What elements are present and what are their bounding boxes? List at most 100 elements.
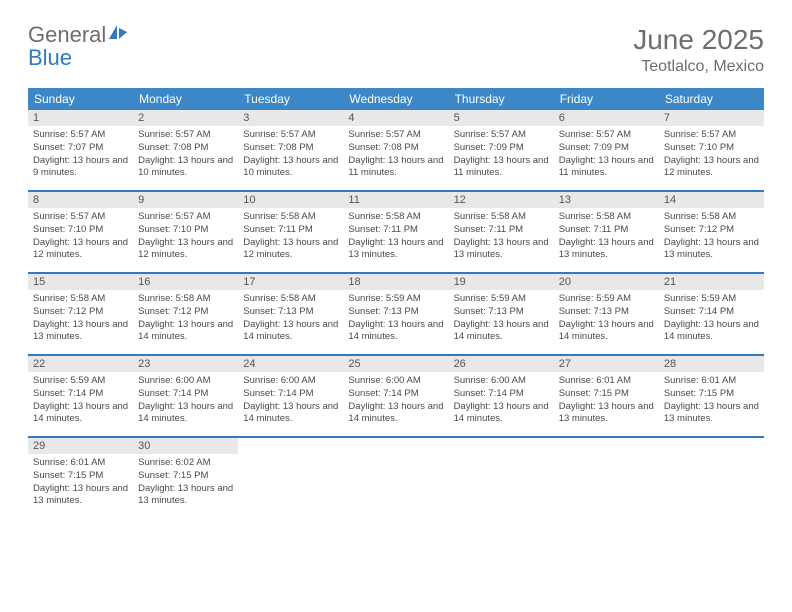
day-details: Sunrise: 5:59 AMSunset: 7:13 PMDaylight:… xyxy=(554,290,659,350)
calendar-row: 1Sunrise: 5:57 AMSunset: 7:07 PMDaylight… xyxy=(28,110,764,191)
calendar-cell: 11Sunrise: 5:58 AMSunset: 7:11 PMDayligh… xyxy=(343,191,448,273)
weekday-header: Tuesday xyxy=(238,88,343,110)
day-details: Sunrise: 5:58 AMSunset: 7:12 PMDaylight:… xyxy=(28,290,133,350)
calendar-cell: 5Sunrise: 5:57 AMSunset: 7:09 PMDaylight… xyxy=(449,110,554,191)
day-number: 5 xyxy=(449,110,554,126)
calendar-cell: 10Sunrise: 5:58 AMSunset: 7:11 PMDayligh… xyxy=(238,191,343,273)
calendar-cell: 14Sunrise: 5:58 AMSunset: 7:12 PMDayligh… xyxy=(659,191,764,273)
page: General Blue June 2025 Teotlalco, Mexico… xyxy=(0,0,792,542)
day-number: 15 xyxy=(28,274,133,290)
calendar-cell: 20Sunrise: 5:59 AMSunset: 7:13 PMDayligh… xyxy=(554,273,659,355)
calendar-cell: 9Sunrise: 5:57 AMSunset: 7:10 PMDaylight… xyxy=(133,191,238,273)
day-details: Sunrise: 6:02 AMSunset: 7:15 PMDaylight:… xyxy=(133,454,238,514)
day-details: Sunrise: 5:57 AMSunset: 7:08 PMDaylight:… xyxy=(133,126,238,186)
weekday-header: Thursday xyxy=(449,88,554,110)
day-details: Sunrise: 5:58 AMSunset: 7:11 PMDaylight:… xyxy=(449,208,554,268)
day-details: Sunrise: 5:59 AMSunset: 7:14 PMDaylight:… xyxy=(28,372,133,432)
day-number: 14 xyxy=(659,192,764,208)
day-details: Sunrise: 5:58 AMSunset: 7:11 PMDaylight:… xyxy=(343,208,448,268)
day-details: Sunrise: 5:57 AMSunset: 7:08 PMDaylight:… xyxy=(238,126,343,186)
day-details: Sunrise: 5:58 AMSunset: 7:12 PMDaylight:… xyxy=(659,208,764,268)
calendar-row: 8Sunrise: 5:57 AMSunset: 7:10 PMDaylight… xyxy=(28,191,764,273)
calendar-cell xyxy=(238,437,343,518)
calendar-cell: 4Sunrise: 5:57 AMSunset: 7:08 PMDaylight… xyxy=(343,110,448,191)
day-number: 24 xyxy=(238,356,343,372)
calendar-cell: 8Sunrise: 5:57 AMSunset: 7:10 PMDaylight… xyxy=(28,191,133,273)
calendar-cell: 3Sunrise: 5:57 AMSunset: 7:08 PMDaylight… xyxy=(238,110,343,191)
calendar-cell: 1Sunrise: 5:57 AMSunset: 7:07 PMDaylight… xyxy=(28,110,133,191)
day-details: Sunrise: 6:01 AMSunset: 7:15 PMDaylight:… xyxy=(554,372,659,432)
day-number: 19 xyxy=(449,274,554,290)
logo-sail-icon xyxy=(108,24,128,45)
calendar-cell: 28Sunrise: 6:01 AMSunset: 7:15 PMDayligh… xyxy=(659,355,764,437)
day-number: 23 xyxy=(133,356,238,372)
calendar-cell: 23Sunrise: 6:00 AMSunset: 7:14 PMDayligh… xyxy=(133,355,238,437)
day-number: 8 xyxy=(28,192,133,208)
day-number: 29 xyxy=(28,438,133,454)
day-number: 30 xyxy=(133,438,238,454)
day-details: Sunrise: 5:57 AMSunset: 7:10 PMDaylight:… xyxy=(133,208,238,268)
day-number: 28 xyxy=(659,356,764,372)
logo-word1: General xyxy=(28,22,106,47)
day-number: 12 xyxy=(449,192,554,208)
day-number: 27 xyxy=(554,356,659,372)
calendar-cell: 6Sunrise: 5:57 AMSunset: 7:09 PMDaylight… xyxy=(554,110,659,191)
calendar-cell: 7Sunrise: 5:57 AMSunset: 7:10 PMDaylight… xyxy=(659,110,764,191)
calendar-cell: 12Sunrise: 5:58 AMSunset: 7:11 PMDayligh… xyxy=(449,191,554,273)
day-details: Sunrise: 5:58 AMSunset: 7:12 PMDaylight:… xyxy=(133,290,238,350)
calendar-cell xyxy=(554,437,659,518)
day-number: 17 xyxy=(238,274,343,290)
header: General Blue June 2025 Teotlalco, Mexico xyxy=(28,24,764,76)
calendar-cell: 26Sunrise: 6:00 AMSunset: 7:14 PMDayligh… xyxy=(449,355,554,437)
day-details: Sunrise: 5:59 AMSunset: 7:14 PMDaylight:… xyxy=(659,290,764,350)
calendar-head: Sunday Monday Tuesday Wednesday Thursday… xyxy=(28,88,764,110)
day-details: Sunrise: 5:57 AMSunset: 7:10 PMDaylight:… xyxy=(28,208,133,268)
calendar-cell: 25Sunrise: 6:00 AMSunset: 7:14 PMDayligh… xyxy=(343,355,448,437)
day-number: 4 xyxy=(343,110,448,126)
calendar-cell xyxy=(449,437,554,518)
calendar-cell: 29Sunrise: 6:01 AMSunset: 7:15 PMDayligh… xyxy=(28,437,133,518)
calendar-row: 29Sunrise: 6:01 AMSunset: 7:15 PMDayligh… xyxy=(28,437,764,518)
day-number: 18 xyxy=(343,274,448,290)
page-subtitle: Teotlalco, Mexico xyxy=(633,58,764,76)
day-details: Sunrise: 5:58 AMSunset: 7:11 PMDaylight:… xyxy=(238,208,343,268)
calendar-cell: 16Sunrise: 5:58 AMSunset: 7:12 PMDayligh… xyxy=(133,273,238,355)
day-number: 20 xyxy=(554,274,659,290)
day-details: Sunrise: 5:59 AMSunset: 7:13 PMDaylight:… xyxy=(449,290,554,350)
calendar-row: 15Sunrise: 5:58 AMSunset: 7:12 PMDayligh… xyxy=(28,273,764,355)
day-number: 9 xyxy=(133,192,238,208)
day-number: 10 xyxy=(238,192,343,208)
day-details: Sunrise: 5:58 AMSunset: 7:11 PMDaylight:… xyxy=(554,208,659,268)
day-details: Sunrise: 6:00 AMSunset: 7:14 PMDaylight:… xyxy=(343,372,448,432)
calendar-cell: 19Sunrise: 5:59 AMSunset: 7:13 PMDayligh… xyxy=(449,273,554,355)
logo-text-block: General Blue xyxy=(28,24,128,70)
calendar-row: 22Sunrise: 5:59 AMSunset: 7:14 PMDayligh… xyxy=(28,355,764,437)
day-number: 11 xyxy=(343,192,448,208)
day-number: 25 xyxy=(343,356,448,372)
day-details: Sunrise: 5:58 AMSunset: 7:13 PMDaylight:… xyxy=(238,290,343,350)
day-details: Sunrise: 6:00 AMSunset: 7:14 PMDaylight:… xyxy=(133,372,238,432)
day-number: 22 xyxy=(28,356,133,372)
day-number: 6 xyxy=(554,110,659,126)
logo-word2: Blue xyxy=(28,45,72,70)
calendar-cell: 24Sunrise: 6:00 AMSunset: 7:14 PMDayligh… xyxy=(238,355,343,437)
calendar-cell: 13Sunrise: 5:58 AMSunset: 7:11 PMDayligh… xyxy=(554,191,659,273)
day-details: Sunrise: 5:57 AMSunset: 7:10 PMDaylight:… xyxy=(659,126,764,186)
day-number: 7 xyxy=(659,110,764,126)
day-number: 21 xyxy=(659,274,764,290)
day-details: Sunrise: 6:00 AMSunset: 7:14 PMDaylight:… xyxy=(449,372,554,432)
day-number: 2 xyxy=(133,110,238,126)
day-number: 1 xyxy=(28,110,133,126)
weekday-header: Saturday xyxy=(659,88,764,110)
day-number: 13 xyxy=(554,192,659,208)
day-details: Sunrise: 6:00 AMSunset: 7:14 PMDaylight:… xyxy=(238,372,343,432)
calendar-body: 1Sunrise: 5:57 AMSunset: 7:07 PMDaylight… xyxy=(28,110,764,518)
calendar-cell xyxy=(343,437,448,518)
page-title: June 2025 xyxy=(633,24,764,56)
calendar-cell: 17Sunrise: 5:58 AMSunset: 7:13 PMDayligh… xyxy=(238,273,343,355)
weekday-header: Monday xyxy=(133,88,238,110)
day-details: Sunrise: 5:57 AMSunset: 7:07 PMDaylight:… xyxy=(28,126,133,186)
weekday-header: Sunday xyxy=(28,88,133,110)
calendar-table: Sunday Monday Tuesday Wednesday Thursday… xyxy=(28,88,764,518)
logo: General Blue xyxy=(28,24,128,70)
